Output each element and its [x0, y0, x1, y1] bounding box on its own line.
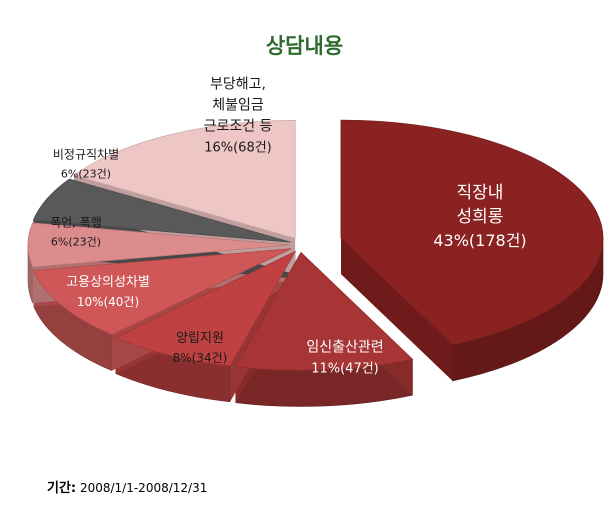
slice-label: 고용상의성차별 10%(40건): [66, 275, 150, 309]
slice-cut-face: [340, 238, 453, 381]
slice-category-label: 성희롱: [457, 207, 504, 227]
pie-slice: [114, 250, 297, 367]
slice-label: 임신출산관련 11%(47건): [306, 340, 383, 377]
slice-value-label: 6%(23건): [61, 168, 111, 181]
slice-value-label: 11%(47건): [311, 362, 379, 377]
slice-category-label: 직장내: [457, 183, 504, 203]
slice-value-label: 16%(68건): [204, 141, 272, 156]
slice-category-label: 근로조건 등: [204, 119, 273, 135]
period-label: 기간:: [47, 481, 77, 496]
pie-slice: [32, 178, 291, 243]
slice-value-label: 8%(34건): [173, 351, 228, 365]
slice-value-label: 43%(178건): [433, 231, 526, 250]
slice-category-label: 임신출산관련: [306, 340, 383, 356]
slice-category-label: 비정규직차별: [53, 148, 119, 162]
slice-category-label: 폭언, 폭행: [50, 215, 102, 230]
pie-top-layer: [27, 119, 604, 371]
slice-label: 양립지원 8%(34건): [173, 331, 228, 365]
slice-value-label: 10%(40건): [77, 295, 139, 309]
chart-title: 상담내용: [265, 34, 344, 58]
period-note: 기간: 2008/1/1-2008/12/31: [47, 477, 207, 496]
pie-slice: [235, 251, 414, 371]
slice-label: 폭언, 폭행 6%(23건): [50, 215, 102, 249]
pie-slice: [340, 119, 604, 346]
pie-slice: [27, 222, 291, 268]
slice-category-label: 부당해고,: [210, 77, 266, 93]
slice-category-label: 양립지원: [176, 331, 224, 346]
slice-value-label: 6%(23건): [51, 236, 101, 249]
pie-slice: [73, 120, 296, 239]
slice-label: 비정규직차별 6%(23건): [53, 148, 119, 181]
period-value: 2008/1/1-2008/12/31: [79, 481, 208, 495]
slice-category-label: 체불임금: [212, 98, 264, 114]
pie-slice: [33, 248, 292, 336]
slice-category-label: 고용상의성차별: [66, 275, 150, 290]
